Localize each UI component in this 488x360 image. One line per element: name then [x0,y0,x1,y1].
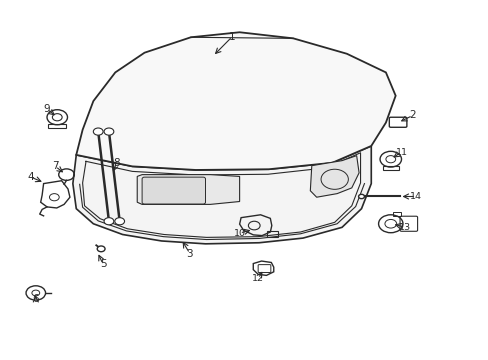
Text: 9: 9 [43,104,50,114]
Bar [382,166,398,170]
Text: 4: 4 [27,172,34,182]
Text: 7: 7 [52,161,59,171]
Text: 3: 3 [186,248,193,258]
Circle shape [358,194,364,199]
Text: 8: 8 [113,158,120,168]
FancyBboxPatch shape [142,177,205,204]
Text: 11: 11 [395,148,407,157]
Text: 14: 14 [409,192,421,201]
Circle shape [104,128,114,135]
Text: 2: 2 [408,111,415,121]
Text: 12: 12 [252,274,264,283]
Bar [48,124,66,128]
Circle shape [104,218,114,225]
Bar [266,231,277,237]
Text: 1: 1 [228,32,235,41]
Text: 5: 5 [100,259,106,269]
Text: 10: 10 [233,229,245,238]
Text: 6: 6 [32,294,39,304]
Polygon shape [310,156,358,197]
Circle shape [97,246,105,252]
Polygon shape [76,32,395,170]
Circle shape [93,128,103,135]
Polygon shape [137,175,239,204]
Circle shape [115,218,124,225]
Text: 13: 13 [399,223,410,232]
Bar [392,212,400,216]
Polygon shape [73,146,370,244]
